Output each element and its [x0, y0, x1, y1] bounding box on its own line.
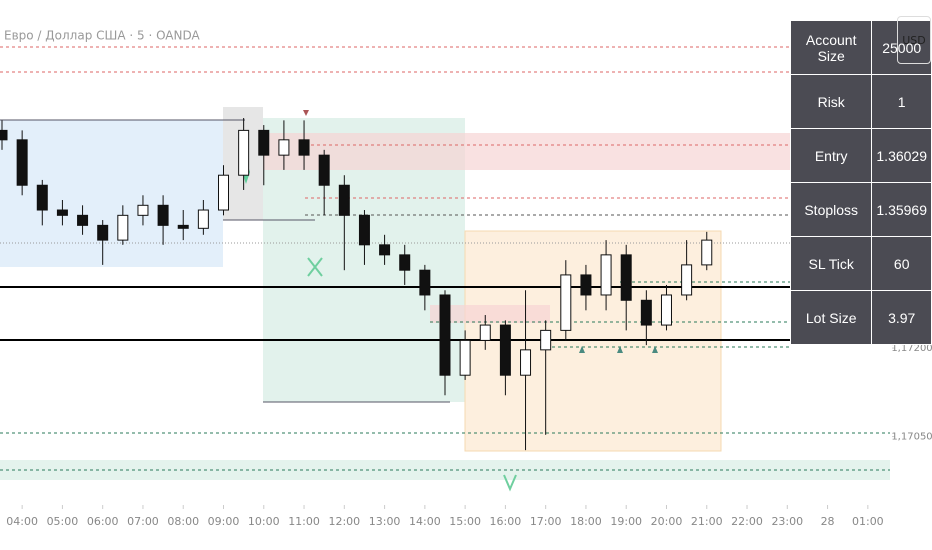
cell-value: 1: [871, 74, 932, 129]
candle-body: [318, 154, 330, 186]
candle-body: [278, 139, 290, 156]
candle-body: [117, 214, 129, 241]
x-tick-label: 04:00: [6, 515, 38, 528]
candle-body: [97, 224, 109, 241]
candle-body: [358, 214, 370, 246]
x-tick-label: 23:00: [771, 515, 803, 528]
zone: [263, 133, 790, 170]
x-tick-label: 06:00: [87, 515, 119, 528]
x-tick-label: 17:00: [530, 515, 562, 528]
cell-label: Risk: [789, 74, 873, 129]
candle-body: [379, 244, 391, 256]
cell-label: SL Tick: [789, 236, 873, 291]
candle-body: [16, 139, 28, 186]
signal-x: [307, 257, 323, 277]
cell-label: Lot Size: [789, 290, 873, 345]
x-tick-label: 07:00: [127, 515, 159, 528]
candle-body: [298, 139, 310, 156]
x-tick-label: 08:00: [167, 515, 199, 528]
candle-body: [681, 264, 693, 296]
candle-body: [177, 224, 189, 229]
candle-body: [258, 129, 270, 156]
x-tick-label: 05:00: [47, 515, 79, 528]
x-tick-label: 16:00: [490, 515, 522, 528]
x-tick-label: 01:00: [852, 515, 884, 528]
candle-body: [218, 174, 230, 211]
cell-value: 3.97: [871, 290, 932, 345]
x-tick-label: 22:00: [731, 515, 763, 528]
candle-body: [479, 324, 491, 341]
candle-body: [640, 299, 652, 326]
candle-body: [520, 349, 532, 376]
table-row: Stoploss 1.35969: [789, 182, 932, 237]
cell-label: Stoploss: [789, 182, 873, 237]
candle-body: [459, 339, 471, 376]
x-tick-label: 10:00: [248, 515, 280, 528]
candle-body: [137, 204, 149, 216]
table-row: Lot Size 3.97: [789, 290, 932, 345]
x-tick-label: 21:00: [691, 515, 723, 528]
zone: [430, 305, 550, 323]
cell-value: 1.36029: [871, 128, 932, 183]
x-tick-label: 13:00: [369, 515, 401, 528]
table-row: Entry 1.36029: [789, 128, 932, 183]
candle-body: [399, 254, 411, 271]
candle-body: [580, 274, 592, 296]
candle-body: [701, 239, 713, 266]
candle-body: [0, 129, 8, 141]
candle-body: [77, 214, 89, 226]
table-row: Account Size 25000: [789, 20, 932, 75]
y-tick-label: 1,17200: [891, 343, 932, 354]
candle-body: [238, 129, 250, 176]
x-tick-label: 28: [821, 515, 835, 528]
x-tick-label: 12:00: [328, 515, 360, 528]
marker: [303, 110, 309, 116]
risk-table: Account Size 25000 Risk 1 Entry 1.36029 Stoplo…: [789, 20, 932, 345]
cell-label: Entry: [789, 128, 873, 183]
x-tick-label: 09:00: [208, 515, 240, 528]
marker: [579, 346, 658, 353]
candle-body: [197, 209, 209, 229]
cell-label: Account Size: [789, 20, 873, 75]
x-tick-label: 15:00: [449, 515, 481, 528]
candle-body: [560, 274, 572, 331]
cell-value: 60: [871, 236, 932, 291]
candle-body: [338, 184, 350, 216]
candle-body: [660, 294, 672, 326]
candle-body: [157, 204, 169, 226]
candle-body: [620, 254, 632, 301]
signal-v: [503, 474, 517, 492]
drawings: [0, 46, 890, 492]
range-box: [0, 120, 223, 267]
cell-value: 25000: [871, 20, 932, 75]
x-tick-label: 18:00: [570, 515, 602, 528]
table-row: SL Tick 60: [789, 236, 932, 291]
cell-value: 1.35969: [871, 182, 932, 237]
x-tick-label: 19:00: [610, 515, 642, 528]
x-tick-label: 14:00: [409, 515, 441, 528]
candle-body: [540, 329, 552, 351]
x-tick-label: 20:00: [651, 515, 683, 528]
candle-body: [499, 324, 511, 376]
x-tick-label: 11:00: [288, 515, 320, 528]
candle-body: [56, 209, 68, 216]
currency-button[interactable]: USD: [897, 16, 931, 64]
candle-body: [419, 269, 431, 296]
candle-body: [36, 184, 48, 211]
table-row: Risk 1: [789, 74, 932, 129]
candle-body: [439, 294, 451, 376]
chart-title: Евро / Доллар США · 5 · OANDA: [4, 29, 201, 43]
y-tick-label: 1,17050: [891, 432, 932, 443]
candle-body: [600, 254, 612, 296]
